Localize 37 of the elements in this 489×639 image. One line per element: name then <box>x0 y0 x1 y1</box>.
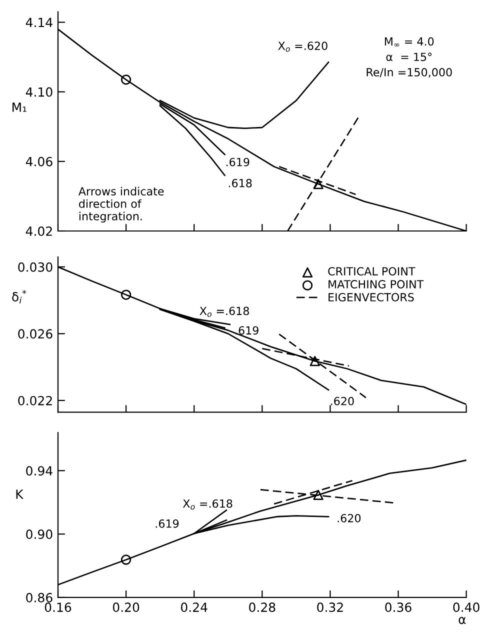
legend-label: EIGENVECTORS <box>328 293 414 302</box>
annotation: .619 <box>226 158 250 166</box>
y-axis-title: δ$_{i}$$^{*}$ <box>12 290 26 304</box>
annotation: .620 <box>331 396 354 406</box>
x-tick-label: 0.28 <box>249 602 276 612</box>
y-tick-label: 4.10 <box>26 87 52 97</box>
annotation: M$_{∞}$ = 4.0 <box>384 37 434 46</box>
annotation: .619 <box>156 519 179 528</box>
x-tick-label: 0.20 <box>112 602 140 612</box>
annotation: Re/In =150,000 <box>366 68 452 78</box>
annotation: Arrows indicate direction of integration. <box>78 186 164 223</box>
annotation: .620 <box>338 514 361 522</box>
legend-label: CRITICAL POINT <box>328 267 416 276</box>
annotation: .618 <box>228 178 252 188</box>
annotation: X$_{o}$ =.618 <box>182 499 232 510</box>
annotation: X$_{o}$ =.618 <box>200 306 249 317</box>
x-tick-label: 0.36 <box>385 602 412 612</box>
annotation: X$_{o}$ =.620 <box>278 42 328 52</box>
annotation: α = 15° <box>386 52 432 62</box>
y-axis-title: M₁ <box>12 102 26 112</box>
x-tick-label: 0.40 <box>453 602 480 612</box>
y-tick-label: 0.030 <box>18 262 52 272</box>
annotation: .619 <box>236 326 258 335</box>
x-tick-label: 0.16 <box>44 602 72 612</box>
y-tick-label: 0.94 <box>26 466 52 476</box>
y-tick-label: 4.06 <box>26 156 52 166</box>
y-tick-label: 4.02 <box>26 226 52 236</box>
y-tick-label: 4.14 <box>26 18 52 28</box>
x-axis-title: α <box>458 616 466 624</box>
y-tick-label: 0.90 <box>26 530 52 539</box>
y-tick-label: 0.022 <box>18 396 52 406</box>
y-tick-label: 0.026 <box>18 329 52 339</box>
x-tick-label: 0.32 <box>317 602 343 612</box>
y-axis-title: K <box>16 490 24 499</box>
y-tick-label: 0.86 <box>26 592 52 602</box>
legend-label: MATCHING POINT <box>328 280 424 288</box>
x-tick-label: 0.24 <box>181 602 208 612</box>
